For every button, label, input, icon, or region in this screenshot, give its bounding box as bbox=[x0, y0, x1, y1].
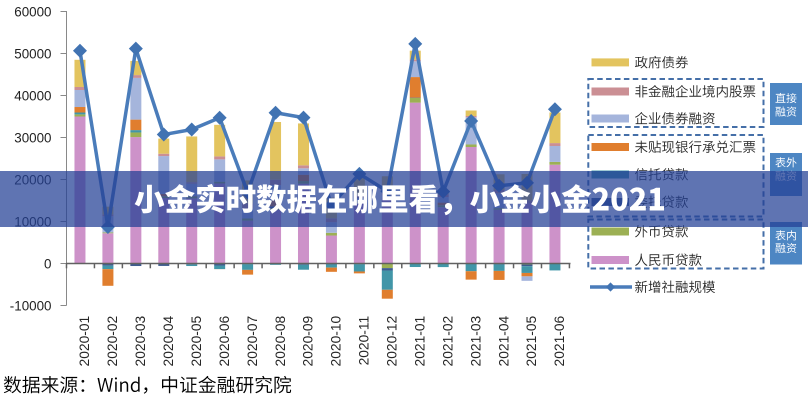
svg-text:2020-03: 2020-03 bbox=[133, 315, 148, 366]
svg-text:2020-01: 2020-01 bbox=[77, 316, 92, 367]
svg-text:30000: 30000 bbox=[14, 130, 51, 145]
svg-text:50000: 50000 bbox=[14, 46, 51, 61]
svg-text:2020-02: 2020-02 bbox=[105, 316, 120, 367]
svg-text:2020-05: 2020-05 bbox=[189, 315, 204, 366]
svg-text:2020-12: 2020-12 bbox=[385, 316, 400, 367]
svg-text:2020-11: 2020-11 bbox=[357, 316, 372, 366]
svg-text:2020-10: 2020-10 bbox=[329, 315, 344, 366]
svg-text:2021-06: 2021-06 bbox=[552, 315, 567, 366]
svg-text:60000: 60000 bbox=[14, 4, 51, 19]
svg-text:2021-05: 2021-05 bbox=[524, 315, 539, 366]
svg-text:-10000: -10000 bbox=[10, 298, 52, 313]
svg-text:2020-06: 2020-06 bbox=[217, 315, 232, 366]
svg-text:2020-07: 2020-07 bbox=[245, 316, 260, 367]
svg-text:2020-04: 2020-04 bbox=[161, 315, 176, 366]
svg-text:2021-03: 2021-03 bbox=[468, 315, 483, 366]
svg-text:2021-02: 2021-02 bbox=[440, 316, 455, 367]
svg-text:2020-09: 2020-09 bbox=[301, 315, 316, 366]
svg-text:40000: 40000 bbox=[14, 88, 51, 103]
svg-text:2021-04: 2021-04 bbox=[496, 315, 511, 366]
svg-text:2020-08: 2020-08 bbox=[273, 315, 288, 366]
svg-text:0: 0 bbox=[44, 256, 51, 271]
svg-text:2021-01: 2021-01 bbox=[412, 316, 427, 367]
